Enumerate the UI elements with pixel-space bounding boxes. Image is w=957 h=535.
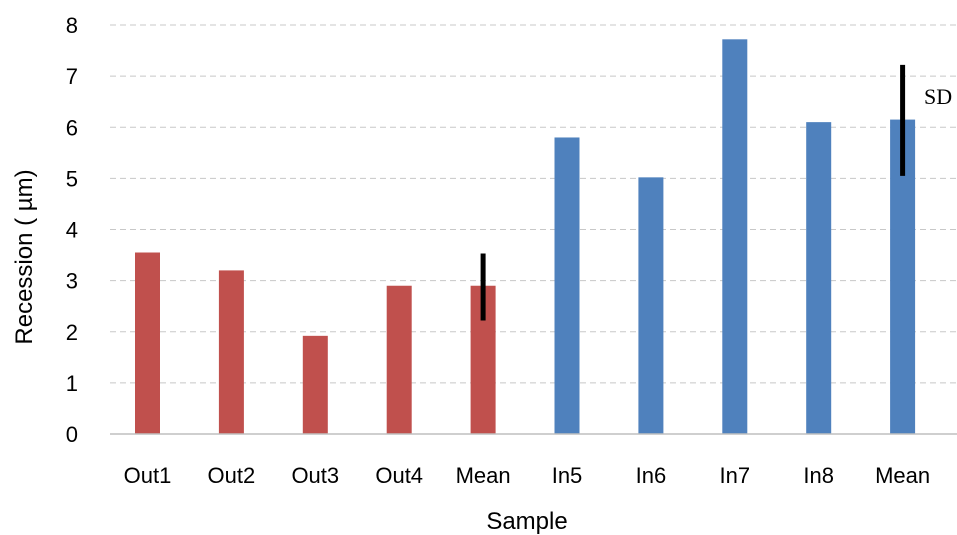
y-tick-label: 7 <box>66 64 78 89</box>
x-tick-label: In6 <box>636 463 667 488</box>
bar <box>554 137 580 434</box>
y-tick-label: 8 <box>66 13 78 38</box>
gridlines <box>110 24 957 384</box>
x-tick-label: In8 <box>803 463 834 488</box>
bar <box>638 177 664 435</box>
bar <box>386 285 412 434</box>
bar <box>302 335 328 434</box>
x-tick-label: Out4 <box>375 463 423 488</box>
x-tick-label: In5 <box>552 463 583 488</box>
y-axis-title: Recession ( µm) <box>11 169 38 344</box>
y-tick-label: 3 <box>66 269 78 294</box>
x-tick-label: Mean <box>456 463 511 488</box>
x-tick-label: Out3 <box>291 463 339 488</box>
y-tick-label: 0 <box>66 422 78 447</box>
x-tick-label: Out1 <box>124 463 172 488</box>
x-tick-label: Mean <box>875 463 930 488</box>
x-axis-ticks: Out1 Out2 Out3 Out4 Mean In5 In6 In7 In8 Mean <box>124 463 930 488</box>
error-bars <box>480 64 906 321</box>
y-tick-label: 4 <box>66 218 78 243</box>
bar <box>135 252 160 434</box>
y-tick-label: 6 <box>66 115 78 140</box>
bars <box>135 39 916 435</box>
y-axis-ticks: 0 1 2 3 4 5 6 7 8 <box>66 13 78 447</box>
bar <box>218 270 244 434</box>
x-axis-title: Sample <box>486 508 567 535</box>
sd-annotation: SD <box>924 84 952 109</box>
x-tick-label: Out2 <box>208 463 256 488</box>
y-tick-label: 2 <box>66 320 78 345</box>
y-tick-label: 5 <box>66 166 78 191</box>
bar <box>806 122 832 434</box>
bar <box>722 39 748 434</box>
y-tick-label: 1 <box>66 371 78 396</box>
x-tick-label: In7 <box>720 463 751 488</box>
